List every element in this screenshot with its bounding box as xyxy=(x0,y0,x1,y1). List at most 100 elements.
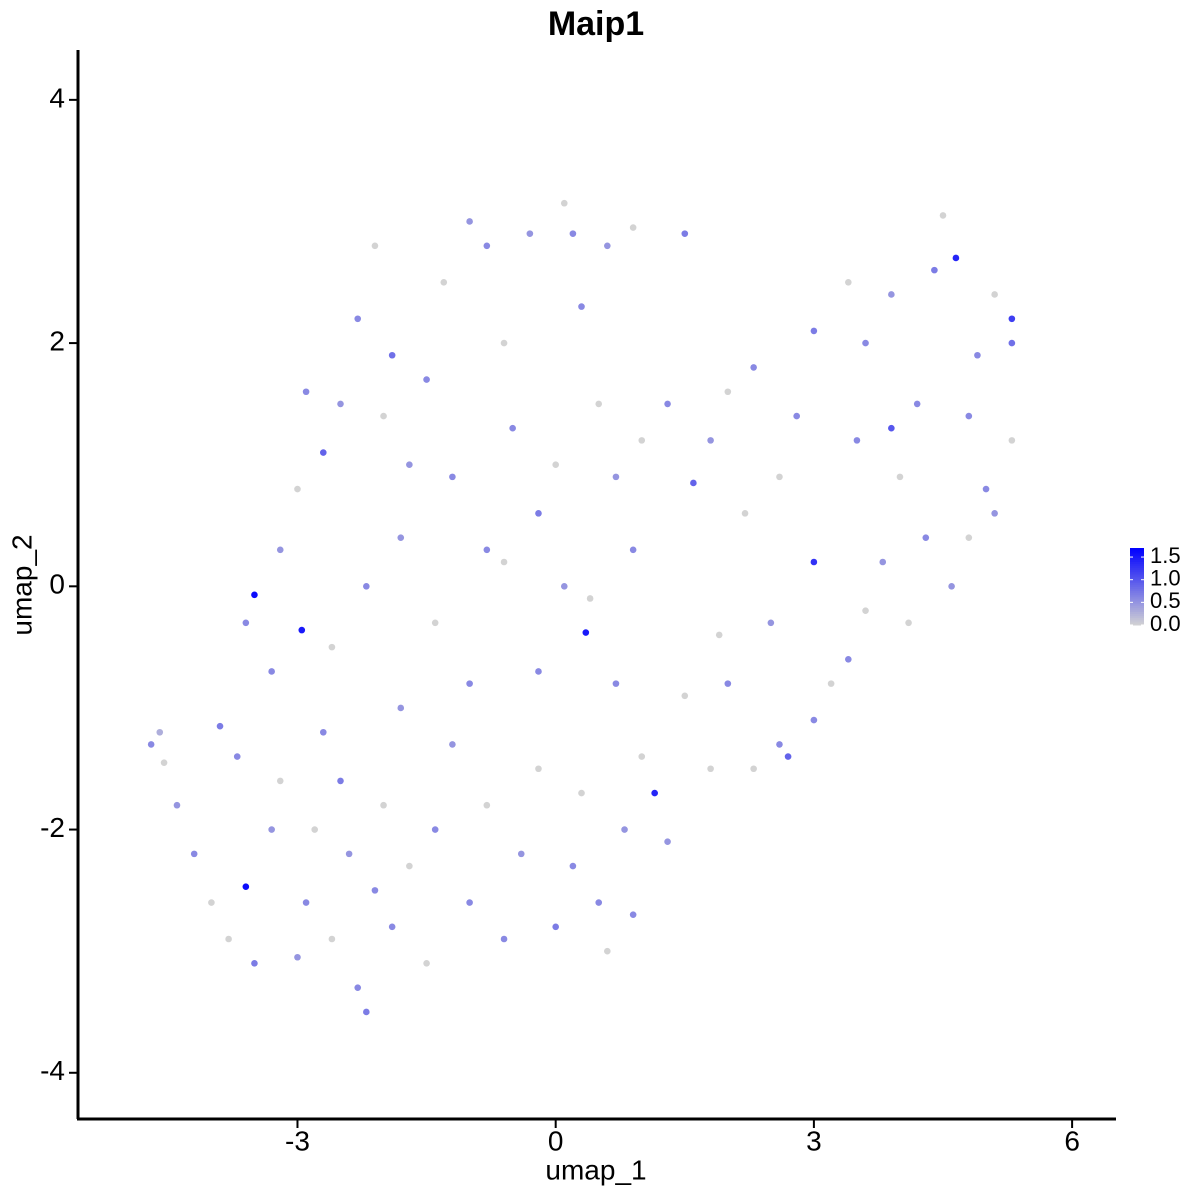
cell-point xyxy=(715,631,723,639)
cell-point xyxy=(276,546,284,554)
cell-point xyxy=(582,629,590,636)
cell-point xyxy=(776,741,783,748)
cell-point xyxy=(397,534,405,541)
cell-point xyxy=(586,595,594,602)
colorbar-segment xyxy=(1130,621,1144,624)
cell-point xyxy=(724,680,732,687)
x-tick-label: -3 xyxy=(285,1125,310,1156)
colorbar-segment xyxy=(1130,567,1144,570)
colorbar-segment xyxy=(1130,623,1144,626)
cell-point xyxy=(827,680,835,687)
cell-point xyxy=(629,546,637,554)
cell-point xyxy=(397,704,405,712)
cell-point xyxy=(449,741,456,748)
chart-title: Maip1 xyxy=(548,5,644,43)
cell-point xyxy=(681,230,689,237)
cell-point xyxy=(939,212,947,219)
colorbar-segment xyxy=(1130,599,1144,603)
cell-point xyxy=(345,850,353,858)
cell-point xyxy=(1008,339,1016,347)
cell-point xyxy=(328,643,336,651)
cell-point xyxy=(913,400,921,408)
y-tick-label: 4 xyxy=(49,82,65,113)
cell-point xyxy=(466,899,473,906)
cell-point xyxy=(156,728,164,736)
cell-point xyxy=(952,254,960,262)
cell-point xyxy=(982,485,990,493)
cell-point xyxy=(268,668,275,675)
cell-point xyxy=(311,826,318,833)
cell-point xyxy=(784,753,792,760)
cell-point xyxy=(380,801,387,809)
colorbar-segment xyxy=(1130,551,1144,555)
cell-point xyxy=(225,935,232,943)
colorbar-segment xyxy=(1130,582,1144,586)
cell-point xyxy=(681,692,689,700)
colorbar-segment xyxy=(1130,576,1144,580)
cell-point xyxy=(991,510,998,517)
colorbar-segment xyxy=(1130,605,1144,609)
cell-point xyxy=(535,765,542,773)
cell-point xyxy=(302,388,310,396)
cell-point xyxy=(922,534,930,541)
cell-point xyxy=(552,461,559,469)
cell-point xyxy=(931,266,938,274)
cell-point xyxy=(517,850,525,858)
cell-point xyxy=(965,534,973,541)
x-tick-label: 3 xyxy=(806,1125,822,1156)
cell-point xyxy=(845,278,852,286)
cell-point xyxy=(888,291,895,298)
colorbar-segment xyxy=(1130,594,1144,597)
cell-point xyxy=(388,923,396,931)
cell-point xyxy=(242,619,250,627)
colorbar-segment xyxy=(1130,559,1144,562)
cell-point xyxy=(466,680,473,687)
cell-point xyxy=(638,753,646,760)
y-tick-label: 0 xyxy=(49,569,65,600)
cell-point xyxy=(406,862,413,870)
cell-point xyxy=(793,412,800,420)
cell-point xyxy=(251,591,258,599)
colorbar-segment xyxy=(1130,584,1144,587)
cell-point xyxy=(216,722,224,730)
cell-point xyxy=(319,728,327,736)
cell-point xyxy=(810,716,818,724)
colorbar-label: 1.0 xyxy=(1150,566,1181,591)
cell-point xyxy=(965,412,973,420)
colorbar-segment xyxy=(1130,557,1144,561)
colorbar-segment xyxy=(1130,598,1144,601)
cell-point xyxy=(569,230,577,237)
cell-point xyxy=(560,199,568,207)
x-axis-label: umap_1 xyxy=(545,1154,646,1185)
colorbar-segment xyxy=(1130,596,1144,599)
cell-point xyxy=(690,479,697,487)
cell-point xyxy=(862,607,869,614)
colorbar-segment xyxy=(1130,586,1144,589)
colorbar-segment xyxy=(1130,563,1144,566)
cell-point xyxy=(853,437,861,444)
colorbar-segment xyxy=(1130,590,1144,593)
cell-point xyxy=(535,510,542,517)
y-axis-label: umap_2 xyxy=(6,534,37,635)
cell-point xyxy=(354,984,362,991)
cell-point xyxy=(664,400,671,408)
cell-point xyxy=(526,230,534,237)
cell-point xyxy=(173,801,181,809)
cell-point xyxy=(354,315,362,323)
cell-point xyxy=(862,339,869,347)
cell-point xyxy=(879,558,887,566)
y-tick-label: -2 xyxy=(40,812,65,843)
colorbar-label: 0.0 xyxy=(1150,611,1181,636)
colorbar-segment xyxy=(1130,613,1144,616)
cell-point xyxy=(160,759,168,766)
cell-point xyxy=(991,291,998,298)
cell-point xyxy=(500,935,508,943)
cell-point xyxy=(483,546,491,554)
cell-point xyxy=(707,437,714,444)
cell-point xyxy=(431,826,439,833)
cell-point xyxy=(612,473,620,481)
cell-point xyxy=(767,619,775,627)
cell-point xyxy=(595,400,603,408)
cell-point xyxy=(449,473,456,481)
